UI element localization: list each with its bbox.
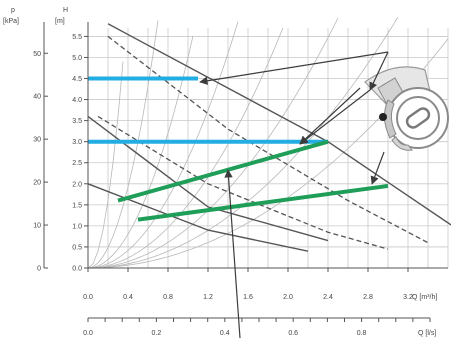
callout-arrow — [224, 169, 241, 339]
callout-arrow — [299, 89, 371, 145]
pump-icon — [364, 66, 449, 151]
pump-icon-knob — [379, 113, 387, 121]
p-tick-label: 30 — [33, 137, 41, 144]
system-curve — [87, 27, 284, 269]
p-tick-label: 0 — [37, 266, 41, 273]
x-tick-label: 3.2 — [403, 294, 413, 301]
h-tick-label: 1.5 — [72, 202, 82, 209]
system-curve — [87, 61, 124, 269]
h-tick-label: 2.0 — [72, 181, 82, 188]
h-tick-label: 0.0 — [72, 266, 82, 273]
x-tick-label: 2.8 — [363, 294, 373, 301]
h-tick-label: 5.5 — [72, 34, 82, 41]
system-curve — [87, 17, 339, 269]
h-tick-label: 2.5 — [72, 160, 82, 167]
h-axis-unit: [m] — [55, 18, 65, 25]
x2-tick-label: 0.6 — [288, 330, 298, 337]
h-tick-label: 3.5 — [72, 118, 82, 125]
x2-tick-label: 0.8 — [357, 330, 367, 337]
p-axis-unit: [kPa] — [3, 18, 19, 25]
x-tick-label: 2.0 — [283, 294, 293, 301]
callout-arrow — [199, 51, 389, 85]
x2-tick-label: 0.0 — [83, 330, 93, 337]
x2-tick-label: 0.4 — [220, 330, 230, 337]
h-tick-label: 3.0 — [72, 139, 82, 146]
pump-icon-slot — [405, 107, 431, 129]
x-tick-label: 0.0 — [83, 294, 93, 301]
pump-icon-base — [391, 136, 413, 151]
axes — [43, 22, 448, 322]
p-tick-label: 40 — [33, 94, 41, 101]
x-tick-label: 0.4 — [123, 294, 133, 301]
h-tick-label: 4.0 — [72, 97, 82, 104]
h-tick-label: 1.0 — [72, 223, 82, 230]
x2-tick-label: 0.2 — [152, 330, 162, 337]
callout-arrow — [370, 151, 385, 185]
x-tick-label: 0.8 — [163, 294, 173, 301]
dashed-pump-curve — [97, 115, 389, 250]
dashed-pump-curve — [107, 35, 429, 244]
h-tick-label: 4.5 — [72, 76, 82, 83]
pump-curve — [87, 115, 329, 242]
pump-icon-collar — [384, 99, 397, 139]
tick-labels: 0.0 0.5 1.0 1.5 2.0 2.5 3.0 3.5 4.0 4.5 5.0 5.5 0 10 2… — [3, 7, 437, 337]
system-curve — [87, 35, 194, 269]
p-axis-symbol: p — [11, 7, 15, 14]
x2-axis-label: Q [l/s] — [418, 330, 436, 337]
system-curve — [87, 20, 159, 269]
x-axis-label: Q [m³/h] — [412, 294, 437, 301]
h-tick-label: 0.5 — [72, 244, 82, 251]
system-curve — [87, 21, 239, 269]
data-series — [87, 23, 451, 252]
p-tick-label: 20 — [33, 180, 41, 187]
callout-arrow — [369, 51, 389, 91]
h-axis-symbol: H — [63, 7, 68, 14]
speed-setting-line — [137, 183, 389, 222]
x-tick-label: 1.2 — [203, 294, 213, 301]
x-tick-label: 1.6 — [243, 294, 253, 301]
p-tick-label: 50 — [33, 51, 41, 58]
p-tick-label: 10 — [33, 223, 41, 230]
h-tick-label: 5.0 — [72, 55, 82, 62]
callout-arrows — [199, 51, 389, 339]
callout-arrow — [299, 87, 361, 145]
pump-curve — [87, 183, 309, 252]
x-tick-label: 2.4 — [323, 294, 333, 301]
speed-setting-line — [117, 139, 329, 203]
